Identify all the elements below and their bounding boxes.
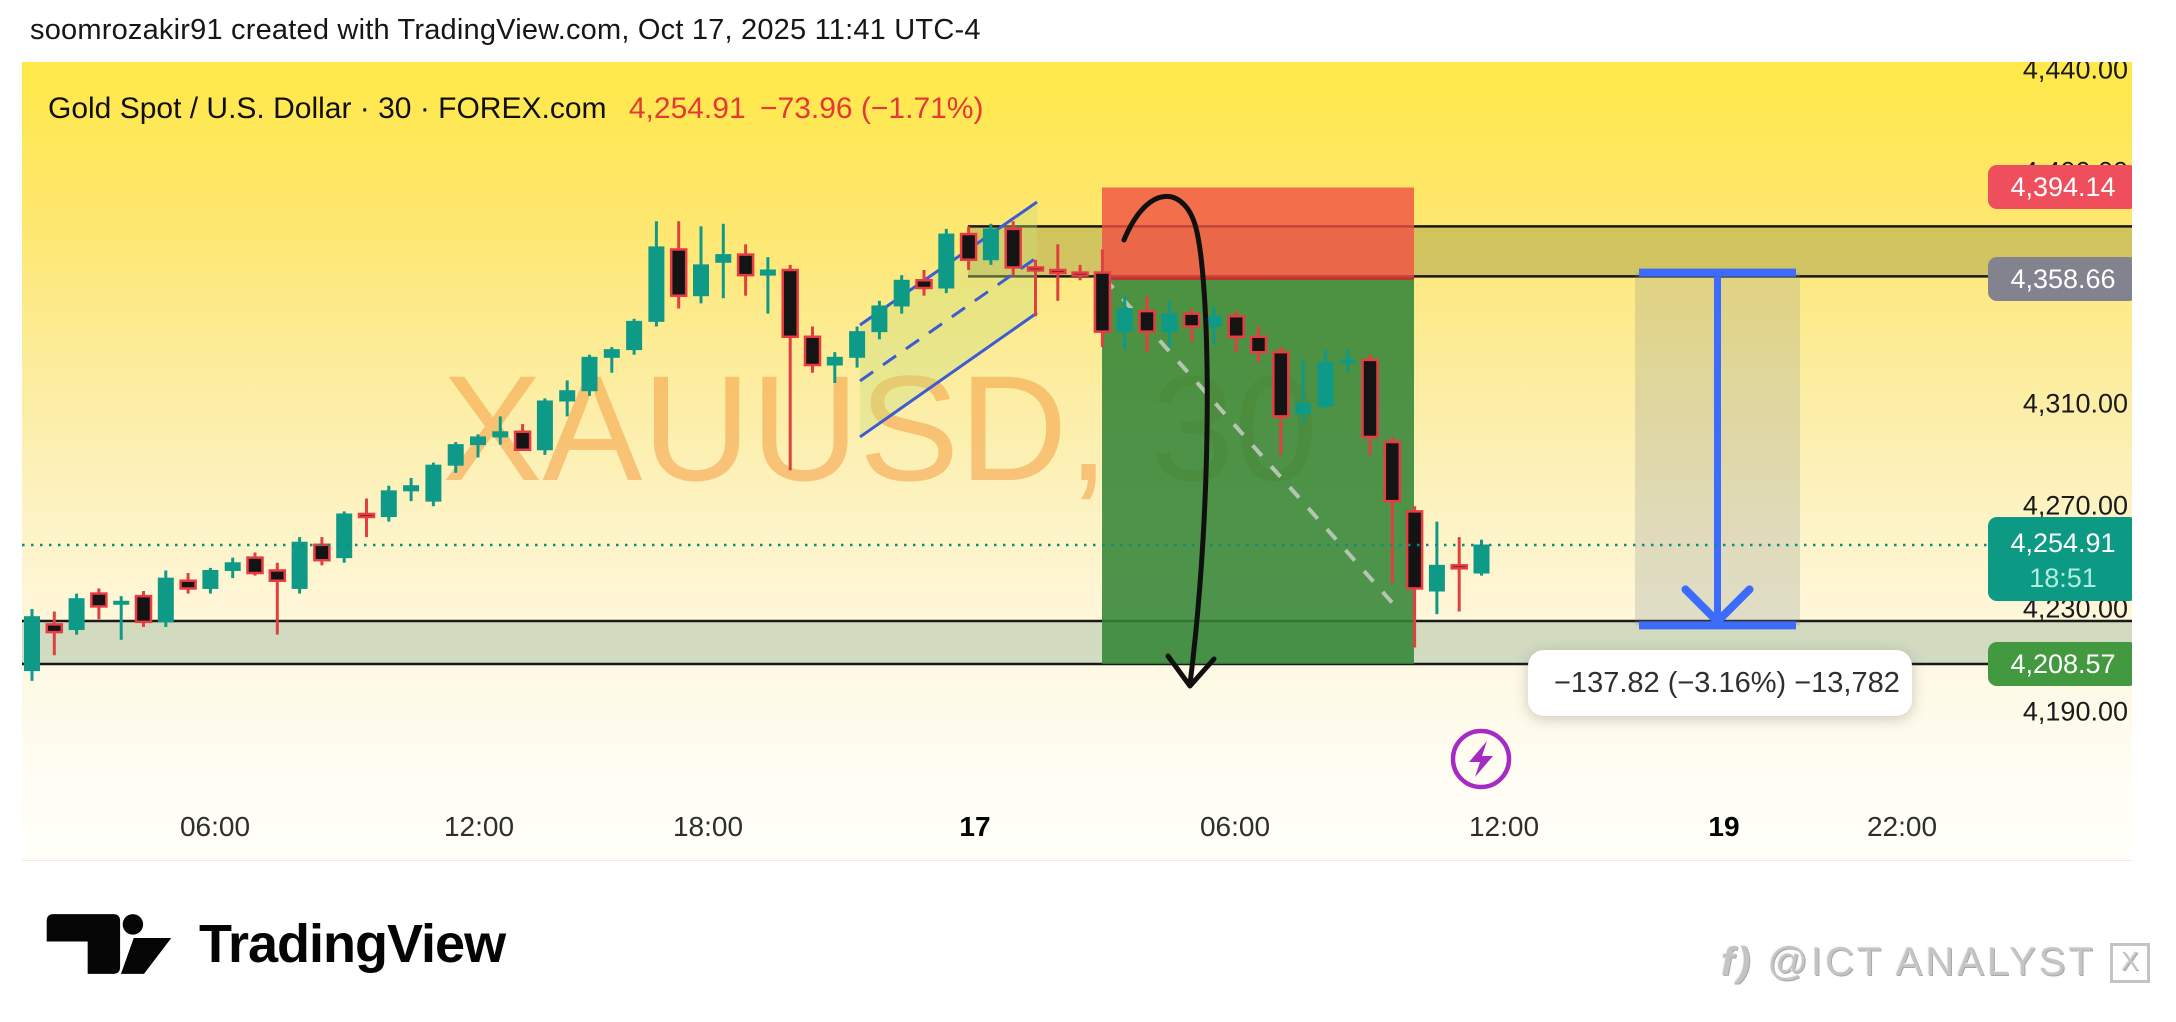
candle-body [1272,350,1290,418]
candle-body [492,431,509,438]
candle-body [736,253,755,277]
candle-body [224,562,241,571]
candle-body [1473,544,1490,574]
legend-symbol-title[interactable]: Gold Spot / U.S. Dollar · 30 · FOREX.com [48,92,607,125]
candle-body [202,569,219,589]
candle-body [268,569,287,582]
parallel-channel[interactable] [860,201,1037,437]
candle-body [1071,271,1089,277]
candle-body [826,356,843,366]
candle-body [134,594,153,624]
candle-body [513,430,532,452]
tradingview-logo-text: TradingView [199,914,506,974]
candle-body [403,485,420,492]
candle-body [1205,315,1222,328]
credit-text: @ICT ANALYST [1767,940,2096,984]
candle-body [179,579,197,590]
lightning-bolt-icon [1469,741,1493,777]
measure-tooltip-text: −137.82 (−3.16%) −13,782 [1554,667,1900,699]
candle-body [648,246,665,322]
candle-body [1295,403,1312,415]
candle-body [1405,510,1424,590]
candle-body [1004,227,1022,269]
candle-body [24,616,40,672]
legend-last-price: 4,254.91 [628,92,746,125]
chart-canvas[interactable]: XAUUSD, 30 [22,62,2132,860]
candle-body [1138,309,1156,333]
candle-body [715,254,732,263]
credit-watermark: f) @ICT ANALYST X [1721,940,2150,985]
candle-body [157,577,174,623]
candle-body [1339,359,1356,364]
candle-body [425,464,442,502]
candle-body [1227,314,1245,339]
candle-body [803,335,822,367]
drawn-arrowhead-icon [1165,653,1217,689]
checked-box-icon: X [2110,942,2150,983]
candle-body [1249,335,1268,354]
candle-body [113,600,130,605]
candle-body [849,331,866,358]
candle-body [559,390,576,402]
candle-body [581,356,598,392]
candle-body [1026,266,1045,272]
lightning-circle-icon[interactable] [1450,728,1512,790]
candle-body [447,444,464,466]
candle-body [1116,308,1133,333]
candle-body [313,543,331,562]
candle-body [380,490,397,518]
candle-body [626,320,643,351]
measure-arrowhead-icon [1681,585,1754,628]
candle-body [1383,440,1402,503]
candle-body [669,248,688,297]
candle-body [1161,313,1178,333]
candle-body [90,592,108,608]
candle-body [693,264,709,297]
legend-change: −73.96 (−1.71%) [759,92,984,125]
tradingview-logo[interactable]: TradingView [45,912,506,976]
candle-body [45,623,64,634]
projection-dashed-line [1102,276,1402,613]
candle-body [982,228,999,261]
measure-tooltip: −137.82 (−3.16%) −13,782 [1528,650,1912,716]
candle-body [291,541,308,589]
candle-body [915,279,933,290]
candle-body [1049,268,1067,275]
chart-area[interactable]: XAUUSD, 30 Gold Spot / U.S. Dollar · 30 … [22,62,2132,861]
candle-body [603,349,620,358]
candle-body [781,268,799,339]
candle-body [938,233,955,289]
candle-body [536,400,553,451]
symbol-legend: Gold Spot / U.S. Dollar · 30 · FOREX.com… [48,92,983,126]
candle-body [1093,271,1112,333]
candle-body [1317,361,1334,407]
candle-body [357,512,376,519]
candle-body [1428,564,1445,592]
candle-body [759,269,776,276]
candle-body [336,513,353,559]
tradingview-logo-icon [46,914,172,974]
candle-body [470,436,486,446]
candle-body [893,279,910,307]
credit-icon: f) [1720,940,1754,984]
candle-body [1450,564,1468,570]
candle-body [959,232,978,261]
candle-body [1182,312,1201,328]
drawn-curved-arrow[interactable] [1121,194,1210,687]
candle-body [246,556,264,575]
channel-lower-line[interactable] [859,311,1038,439]
candle-body [68,598,85,631]
channel-middle-line [859,256,1038,383]
attribution-text: soomrozakir91 created with TradingView.c… [30,14,981,46]
candle-body [871,305,888,333]
candle-body [1361,358,1379,439]
candles-group [24,221,1490,681]
